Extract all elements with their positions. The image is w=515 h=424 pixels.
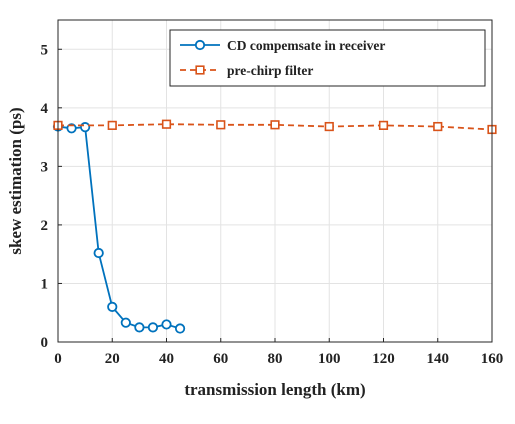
y-tick-label: 2 xyxy=(41,218,49,234)
y-tick-label: 3 xyxy=(41,159,49,175)
y-tick-label: 1 xyxy=(41,276,49,292)
x-tick-label: 140 xyxy=(427,351,450,367)
data-point xyxy=(324,121,334,132)
data-point xyxy=(107,120,117,130)
data-point xyxy=(107,301,118,312)
x-tick-label: 80 xyxy=(268,351,283,367)
x-tick-label: 0 xyxy=(54,351,62,367)
data-point xyxy=(80,122,91,133)
data-point xyxy=(161,119,172,129)
data-point xyxy=(161,319,172,330)
legend-box xyxy=(169,29,486,87)
x-tick-label: 160 xyxy=(481,351,504,367)
data-point xyxy=(270,120,280,130)
x-tick-label: 40 xyxy=(159,351,174,367)
legend: CD compemsate in receiver pre-chirp filte… xyxy=(169,29,486,87)
axis-ticks: 0 20 40 60 80 100 120 140 160 0 1 2 3 4 5 xyxy=(41,42,504,367)
y-tick-label: 4 xyxy=(41,101,49,117)
y-axis-label: skew estimation (ps) xyxy=(6,107,25,254)
x-tick-label: 120 xyxy=(372,351,395,367)
x-tick-label: 100 xyxy=(318,351,341,367)
legend-label: CD compemsate in receiver xyxy=(227,38,385,53)
data-point xyxy=(93,247,104,259)
y-tick-label: 5 xyxy=(41,42,49,58)
series-line xyxy=(58,123,493,131)
data-point xyxy=(216,120,226,130)
data-point xyxy=(378,120,389,130)
data-point xyxy=(120,317,131,328)
legend-label: pre-chirp filter xyxy=(227,63,313,78)
y-tick-label: 0 xyxy=(41,335,49,351)
data-point xyxy=(174,323,186,334)
data-point xyxy=(433,121,443,132)
data-point xyxy=(134,322,145,333)
x-tick-label: 20 xyxy=(105,351,120,367)
plot-series xyxy=(52,119,497,334)
series-line xyxy=(57,125,181,330)
legend-swatch-marker xyxy=(194,39,206,51)
legend-swatch-marker xyxy=(195,65,205,75)
data-point xyxy=(147,322,159,333)
x-tick-label: 60 xyxy=(213,351,228,367)
x-axis-label: transmission length (km) xyxy=(184,380,365,399)
